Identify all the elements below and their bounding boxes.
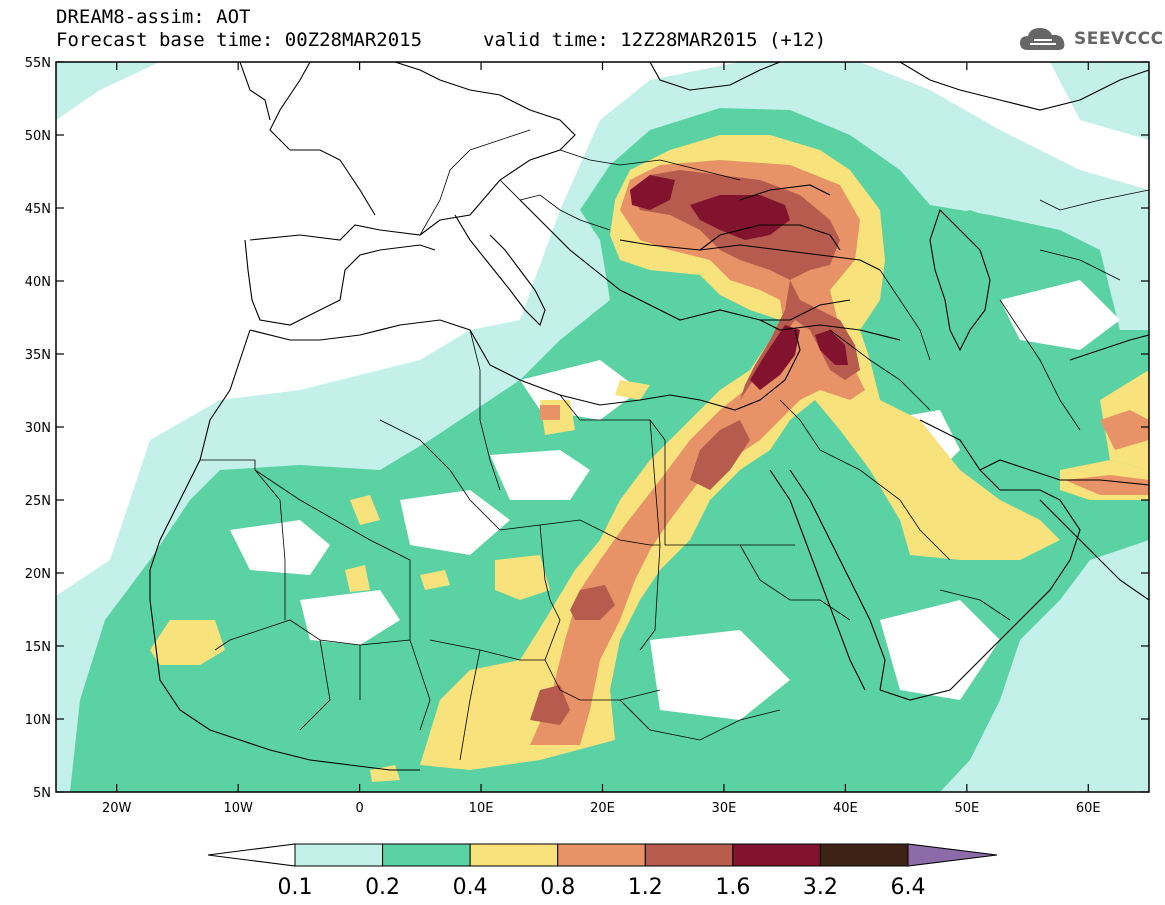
colorbar-label: 0.2 <box>365 875 400 900</box>
lat-tick-label: 5N <box>33 786 51 801</box>
lat-tick-label: 15N <box>25 640 51 655</box>
colorbar-label: 3.2 <box>803 875 838 900</box>
axis-ticks: 5N 10N 15N 20N 25N 30N 35N 40N 45N 50N 55N 20W 10W 0 1… <box>25 56 1149 816</box>
aot-level-1.2 <box>530 170 860 725</box>
lon-tick-label: 10E <box>469 801 494 816</box>
lon-tick-label: 20E <box>590 801 615 816</box>
lon-tick-label: 30E <box>712 801 737 816</box>
colorbar-low-extend <box>207 843 296 867</box>
country-borders <box>200 129 1149 761</box>
aot-level-0.8 <box>530 160 1149 745</box>
lat-tick-label: 30N <box>25 421 51 436</box>
lon-tick-label: 50E <box>954 801 979 816</box>
colorbar: 0.1 0.2 0.4 0.8 1.2 1.6 3.2 6.4 <box>207 843 998 900</box>
colorbar-box <box>557 843 646 867</box>
colorbar-high-extend <box>907 843 998 867</box>
forecast-base-time: Forecast base time: 00Z28MAR2015 <box>56 29 423 51</box>
colorbar-box <box>294 843 384 867</box>
colorbar-box <box>732 843 821 867</box>
lat-tick-label: 50N <box>25 129 51 144</box>
colorbar-box <box>382 843 471 867</box>
chart-title: DREAM8-assim: AOT <box>56 6 251 28</box>
lon-tick-label: 40E <box>833 801 858 816</box>
colorbar-box <box>819 843 909 867</box>
lat-tick-label: 40N <box>25 275 51 290</box>
lat-tick-label: 35N <box>25 348 51 363</box>
lon-tick-label: 10W <box>223 801 253 816</box>
lon-tick-label: 20W <box>102 801 132 816</box>
lat-tick-label: 25N <box>25 494 51 509</box>
valid-time: valid time: 12Z28MAR2015 (+12) <box>483 29 827 51</box>
colorbar-box <box>469 843 559 867</box>
lat-tick-label: 10N <box>25 713 51 728</box>
lon-tick-label: 0 <box>355 801 363 816</box>
cloud-icon <box>1020 28 1065 50</box>
seevccc-logo: SEEVCCC <box>1018 24 1164 54</box>
colorbar-label: 1.2 <box>628 875 663 900</box>
lon-tick-label: 60E <box>1076 801 1101 816</box>
colorbar-label: 0.1 <box>278 875 313 900</box>
colorbar-box <box>644 843 734 867</box>
colorbar-label: 0.4 <box>453 875 488 900</box>
lat-tick-label: 20N <box>25 567 51 582</box>
aot-level-1.6 <box>630 175 848 390</box>
colorbar-label: 0.8 <box>540 875 575 900</box>
colorbar-label: 1.6 <box>715 875 750 900</box>
logo-text: SEEVCCC <box>1074 29 1164 49</box>
aot-field <box>56 62 1149 792</box>
lat-tick-label: 45N <box>25 202 51 217</box>
lat-tick-label: 55N <box>25 56 51 71</box>
colorbar-label: 6.4 <box>891 875 926 900</box>
